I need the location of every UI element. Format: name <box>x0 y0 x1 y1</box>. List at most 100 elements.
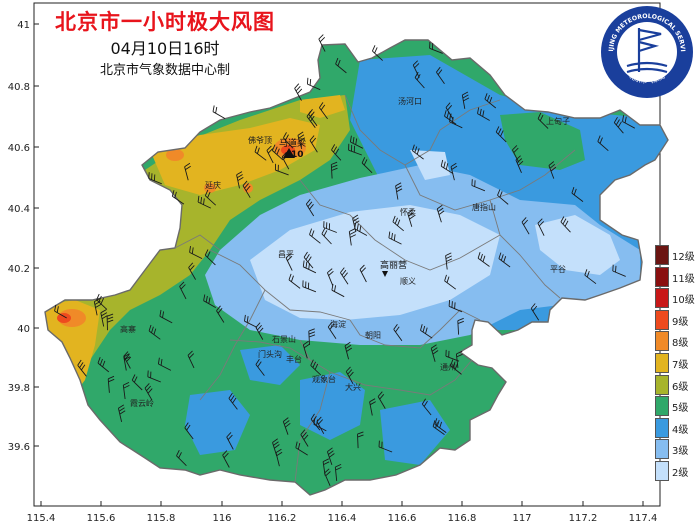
wind-barb <box>122 381 130 400</box>
legend-swatch <box>655 396 669 417</box>
wind-barb <box>106 313 114 331</box>
place-label: 顺义 <box>400 277 416 286</box>
place-label: 上甸子 <box>546 116 570 126</box>
wind-barb <box>377 391 386 409</box>
wind-barb <box>255 358 265 376</box>
x-tick-label: 116.4 <box>328 513 357 524</box>
place-label: 延庆 <box>205 180 221 190</box>
wind-barb <box>434 418 447 433</box>
wind-barb <box>295 441 308 456</box>
wind-barb <box>571 186 584 202</box>
wind-barb <box>330 161 338 179</box>
wind-barb <box>77 359 87 377</box>
legend-label: 11级 <box>672 273 695 285</box>
wind-barbs <box>54 34 636 486</box>
wind-barb <box>294 83 303 101</box>
wind-barb <box>444 274 457 290</box>
legend-label: 10级 <box>672 295 695 307</box>
wind-barb <box>411 144 424 160</box>
level-4-region <box>380 400 450 465</box>
wind-barb <box>357 431 364 449</box>
wind-barb <box>309 135 318 153</box>
wind-barb <box>361 157 373 174</box>
wind-barb <box>254 145 267 161</box>
wind-barb <box>521 217 530 235</box>
wind-barb <box>450 359 462 375</box>
wind-barb <box>495 126 507 143</box>
wind-barb <box>313 418 327 432</box>
wind-barb <box>348 228 357 246</box>
wind-barb <box>148 324 161 340</box>
place-label: 高丽营 <box>380 259 407 271</box>
wind-barb <box>93 298 102 316</box>
wind-barb <box>274 163 289 176</box>
wind-barb <box>378 440 393 453</box>
x-tick-label: 117.4 <box>629 513 658 524</box>
y-tick-label: 40.6 <box>8 143 30 154</box>
wind-barb <box>288 273 301 289</box>
wind-barb <box>440 159 454 174</box>
wind-barb <box>511 145 520 163</box>
legend-item: 6级 <box>655 374 700 396</box>
wind-barb <box>326 268 334 286</box>
wind-barb <box>497 189 509 205</box>
place-label: 通州 <box>440 362 456 372</box>
legend-label: 9级 <box>672 316 689 328</box>
wind-barb <box>123 351 132 369</box>
y-tick-label: 39.8 <box>8 383 30 394</box>
place-label: 霞云岭 <box>130 398 154 408</box>
wind-barb <box>159 309 173 324</box>
wind-barb <box>100 309 108 327</box>
wind-barb <box>436 66 445 84</box>
place-label: 海淀 <box>330 319 346 329</box>
y-tick-label: 41 <box>17 20 30 31</box>
wind-barb <box>300 429 309 447</box>
wind-barb <box>613 116 624 134</box>
legend-label: 8级 <box>672 338 689 350</box>
legend-label: 4级 <box>672 424 689 436</box>
wind-barb <box>310 359 322 376</box>
wind-barb <box>392 215 404 232</box>
legend-swatch <box>655 439 669 460</box>
map-producer: 北京市气象数据中心制 <box>99 63 230 78</box>
wind-barb <box>448 299 463 313</box>
wind-barb <box>147 370 161 383</box>
wind-barb <box>96 293 108 310</box>
y-tick-label: 39.6 <box>8 442 30 453</box>
wind-barb <box>323 221 337 233</box>
wind-barb <box>226 432 234 450</box>
x-tick-label: 115.6 <box>87 513 116 524</box>
max-gust-value: 10 <box>291 150 304 160</box>
wind-barb <box>303 251 314 269</box>
wind-barb <box>537 218 545 236</box>
wind-barb <box>537 112 549 129</box>
wind-barb <box>179 281 187 300</box>
wind-barb <box>349 135 364 149</box>
wind-barb <box>197 195 211 209</box>
x-tick-label: 117 <box>512 513 531 524</box>
wind-barb <box>420 324 433 339</box>
legend-item: 8级 <box>655 330 700 352</box>
wind-barb <box>244 314 258 328</box>
level-8-region <box>166 149 184 161</box>
level-2-region <box>535 215 620 275</box>
wind-barb <box>371 45 384 61</box>
level-5-region <box>500 112 585 170</box>
wind-barb <box>326 447 335 466</box>
wind-barb <box>272 438 280 457</box>
legend-item: 3级 <box>655 438 700 460</box>
level-7-region <box>300 95 345 118</box>
wind-barb <box>283 132 294 149</box>
place-label: 昌平 <box>278 250 294 259</box>
place-label: 怀柔 <box>400 207 416 217</box>
logo-center <box>617 22 677 82</box>
place-label: 佛爷顶 <box>248 135 272 145</box>
bms-logo: BEIJING METEOROLOGICAL SERVICE 北京市气象局 <box>599 4 693 98</box>
wind-barb <box>97 357 110 373</box>
wind-barb <box>352 214 360 233</box>
wind-barb <box>297 131 306 150</box>
wind-barb <box>107 375 115 393</box>
place-label: 朝阳 <box>365 331 381 340</box>
wind-barb <box>369 398 376 416</box>
